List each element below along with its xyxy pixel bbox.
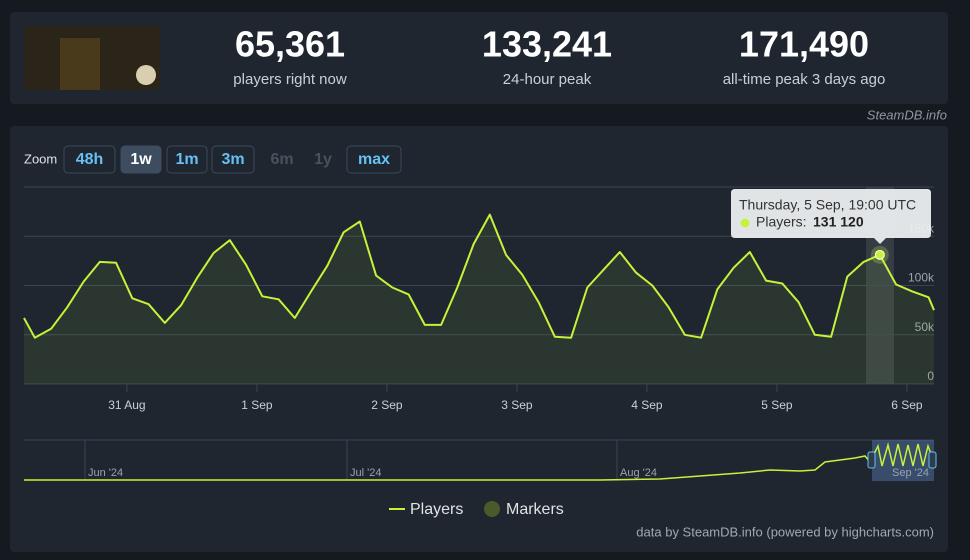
- legend: Players Markers: [389, 501, 564, 518]
- zoom-button[interactable]: [166, 145, 208, 174]
- stat-label: all-time peak 3 days ago: [723, 71, 886, 88]
- stats-panel: [10, 12, 948, 104]
- zoom-button[interactable]: [120, 145, 162, 174]
- navigator-label: Aug '24: [620, 467, 657, 479]
- x-tick-label: 1 Sep: [241, 398, 273, 412]
- y-tick-label: 100k: [908, 271, 935, 285]
- navigator-label: Sep '24: [892, 467, 929, 479]
- zoom-button-label[interactable]: 48h: [76, 151, 104, 168]
- zoom-button-label[interactable]: 1m: [175, 151, 198, 168]
- zoom-button[interactable]: [346, 145, 402, 174]
- tooltip-label: Players:: [756, 214, 807, 230]
- zoom-buttons: 48h 1w 1m 3m 6m 1y max: [63, 145, 402, 174]
- tooltip-swatch: [740, 218, 750, 228]
- x-tick-label: 31 Aug: [108, 398, 145, 412]
- legend-swatch: [484, 501, 500, 517]
- navigator-label: Jun '24: [88, 467, 123, 479]
- x-tick-label: 3 Sep: [501, 398, 533, 412]
- stat-value: 133,241: [482, 24, 612, 65]
- stat-value: 171,490: [739, 24, 869, 65]
- x-tick-label: 4 Sep: [631, 398, 663, 412]
- tooltip-title: Thursday, 5 Sep, 19:00 UTC: [739, 197, 916, 213]
- credit[interactable]: data by SteamDB.info (powered by highcha…: [636, 524, 934, 539]
- x-tick-label: 6 Sep: [891, 398, 923, 412]
- thumbnail-figure: [60, 38, 100, 90]
- zoom-button-label[interactable]: 3m: [221, 151, 244, 168]
- navigator-label: Jul '24: [350, 467, 381, 479]
- navigator-handle[interactable]: [928, 451, 937, 469]
- thumbnail-emblem: [136, 65, 156, 85]
- zoom-button[interactable]: [211, 145, 255, 174]
- zoom-button-label: 6m: [270, 151, 293, 168]
- stat-label: players right now: [233, 71, 347, 88]
- y-tick-label: 0: [927, 369, 934, 383]
- zoom-button-label[interactable]: max: [358, 151, 390, 168]
- x-tick-label: 5 Sep: [761, 398, 793, 412]
- legend-label[interactable]: Players: [410, 501, 463, 518]
- stat-value: 65,361: [235, 24, 345, 65]
- zoom-button-label: 1y: [314, 151, 332, 168]
- zoom-label: Zoom: [24, 151, 57, 166]
- tooltip-value: 131 120: [813, 214, 864, 230]
- chart-panel: [10, 126, 948, 552]
- line: [23, 213, 935, 339]
- hover-point: [874, 249, 885, 260]
- y-tick-label: 50k: [915, 320, 935, 334]
- source-link[interactable]: SteamDB.info: [867, 107, 947, 122]
- x-tick-label: 2 Sep: [371, 398, 403, 412]
- navigator-handle[interactable]: [867, 451, 876, 469]
- stat-label: 24-hour peak: [503, 71, 592, 88]
- area: [24, 214, 934, 384]
- legend-label[interactable]: Markers: [506, 501, 564, 518]
- tooltip-box: [731, 189, 931, 244]
- zoom-button[interactable]: [63, 145, 116, 174]
- zoom-button-label[interactable]: 1w: [130, 151, 152, 168]
